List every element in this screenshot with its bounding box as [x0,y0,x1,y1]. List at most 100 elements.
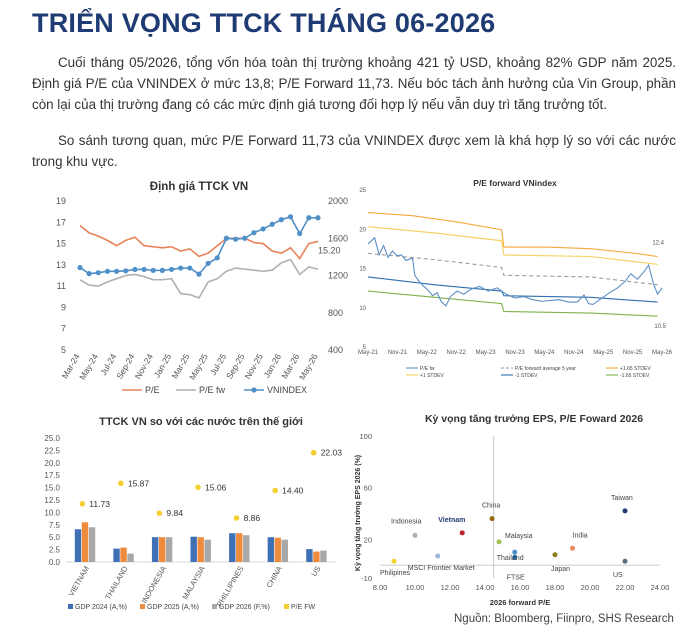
chart3-pefw-label: 11.73 [89,499,110,509]
chart1-vnindex-point [306,215,312,221]
chart4-x-tick: 10.00 [406,583,425,592]
chart3-y-tick: 2.5 [49,546,61,555]
chart2-x-tick: May-23 [476,350,497,356]
chart3-bar [151,537,159,562]
chart3-legend-label: GDP 2025 (A,%) [147,604,199,611]
chart3-x-tick: INDONESIA [140,565,168,605]
chart3-y-tick: 5.0 [49,533,61,542]
chart3-pefw-point [272,487,278,494]
chart2-title: P/E forward VNindex [473,178,557,188]
chart4-x-tick: 16.00 [511,583,530,592]
chart3-legend-label: GDP 2024 (A,%) [75,604,127,611]
chart4-point [512,554,518,560]
chart1-yleft-tick: 19 [56,196,66,206]
chart1-vnindex-point [269,221,275,227]
chart2-x-tick: May-26 [652,350,673,356]
chart4-point [412,532,418,538]
chart1-yleft-tick: 9 [61,302,66,312]
chart3-pefw-label: 22.03 [321,448,343,458]
chart1-yleft-tick: 7 [61,324,66,334]
chart2-legend-label: -1.65 STDEV [620,373,650,379]
chart3-bar [281,539,289,562]
chart3-bar [190,536,197,562]
chart2-x-tick: Nov-21 [388,350,408,356]
chart1-vnindex-point [168,266,175,273]
chart2-x-tick: Nov-25 [623,350,643,356]
chart3-y-tick: 0.0 [49,558,61,567]
chart3-bar [274,537,282,562]
chart1-vnindex-point [95,270,101,276]
chart4-point [496,539,502,545]
chart3-bar [236,533,243,562]
chart1-title: Định giá TTCK VN [150,181,248,193]
chart1-x-tick: Nov-24 [133,352,155,381]
chart3-y-tick: 7.5 [49,521,61,530]
chart4-x-tick: 12.00 [441,583,460,592]
chart4-point [552,552,558,558]
chart3-legend-label: GDP 2026 (F,%) [219,604,270,611]
chart4-point [489,516,495,522]
chart3-pefw-label: 9.84 [166,508,183,518]
chart4-x-tick: 18.00 [546,583,565,592]
chart4-point [570,545,575,551]
chart3-pefw-point [195,484,201,491]
chart3-x-tick: CHINA [264,565,283,590]
chart2-series-pe-fw [367,236,663,307]
chart1-yright-tick: 400 [328,345,343,355]
chart3-legend-swatch [212,604,217,609]
chart1-yleft-tick: 17 [56,217,66,227]
chart3-bar [81,522,89,562]
chart1-legend-marker [251,387,257,393]
chart1-legend-label: P/E fw [199,385,226,395]
chart1-vnindex-point [315,215,321,221]
chart4-point-label: Indonesia [391,518,421,525]
chart1-vnindex-point [159,267,165,273]
chart1-vnindex-point [214,255,220,261]
chart3-pefw-label: 8.86 [244,513,261,523]
chart1-vnindex-point [178,265,184,271]
chart3-bar [313,551,320,562]
chart-eps-growth-vs-pe: Kỳ vọng tăng trưởng EPS, P/E Foward 2026… [355,413,669,607]
chart3-bar [113,548,120,562]
chart1-annotation: 15.20 [318,245,341,255]
chart2-band-avg [367,252,658,286]
chart3-y-tick: 20.0 [44,459,60,468]
chart4-point [459,530,465,536]
chart1-vnindex-point [123,268,129,274]
chart4-point [435,553,441,559]
chart4-point-label: Vietnam [438,517,465,524]
chart4-point-label: Thailand [497,555,524,562]
chart3-bar [229,533,236,562]
chart1-x-tick: May-24 [77,352,100,382]
chart1-vnindex-point [242,235,248,241]
chart1-yleft-tick: 11 [57,281,66,291]
chart1-legend-label: P/E [145,385,160,395]
chart3-legend-swatch [140,604,145,609]
chart3-pefw-point [79,501,86,507]
chart1-vnindex-point [223,235,230,241]
chart1-vnindex-point [141,266,147,273]
chart1-vnindex-point [287,214,294,220]
chart4-point-label: Taiwan [611,495,633,502]
chart2-x-tick: May-22 [417,350,438,356]
source-note: Nguồn: Bloomberg, Fiinpro, SHS Research [454,613,674,625]
chart2-legend-label: +1 STDEV [420,373,444,379]
chart4-point-label: Philipines [380,570,410,577]
chart4-point-label: India [573,532,588,539]
chart2-x-tick: Nov-24 [564,350,584,356]
chart2-end-label-upper: 12.4 [652,241,664,247]
chart1-series-pe [79,224,319,260]
chart4-point-label: Malaysia [505,533,533,540]
chart3-title: TTCK VN so với các nước trên thế giới [99,416,303,428]
chart3-pefw-point [156,510,163,516]
chart3-bar [120,547,127,562]
chart2-x-tick: Nov-22 [447,350,467,356]
chart1-yright-tick: 2000 [328,196,348,206]
chart2-y-tick: 10 [359,306,366,312]
chart1-yleft-tick: 15 [56,239,66,249]
chart3-bar [197,537,204,562]
chart4-point [622,508,628,514]
chart4-xlabel: 2026 forward P/E [490,598,550,607]
chart1-vnindex-point [114,268,120,274]
chart1-vnindex-point [86,271,92,277]
